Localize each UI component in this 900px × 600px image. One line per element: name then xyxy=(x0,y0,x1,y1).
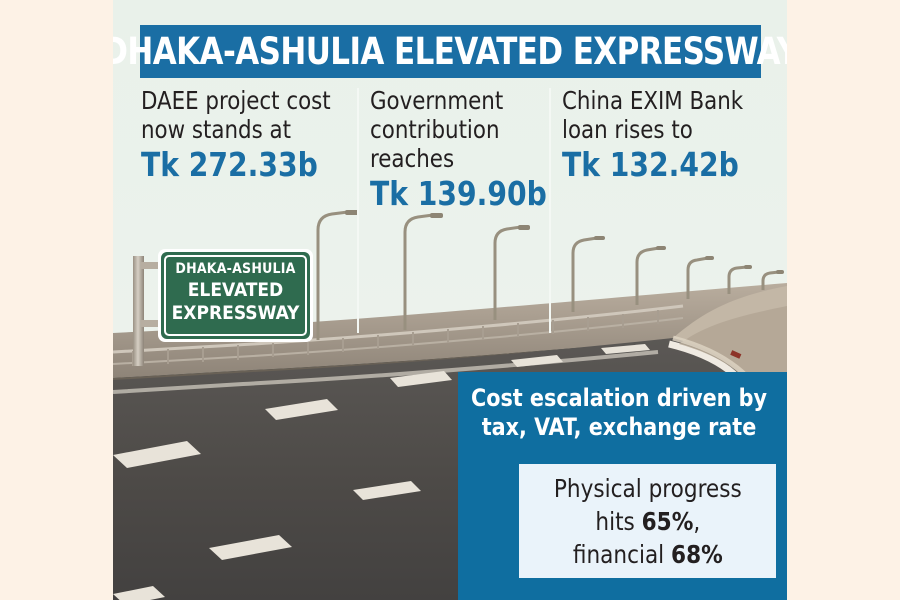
street-lights xyxy=(316,210,784,340)
progress-line-2-prefix: hits xyxy=(595,506,642,536)
stat-value-project-cost: Tk 272.33b xyxy=(141,145,318,184)
stat-value-exim-loan: Tk 132.42b xyxy=(562,145,739,184)
progress-box: Physical progress hits 65%, financial 68… xyxy=(519,464,776,578)
stat-label-exim-loan: China EXIM Bank loan rises to xyxy=(562,86,744,144)
title-banner: DHAKA-ASHULIA ELEVATED EXPRESSWAY xyxy=(113,25,787,78)
progress-text: Physical progress hits 65%, financial 68… xyxy=(554,472,742,571)
stat-column-exim-loan: China EXIM Bank loan rises to Tk 132.42b xyxy=(562,86,772,184)
physical-progress-percent: 65% xyxy=(641,506,694,536)
column-divider-1 xyxy=(357,88,359,333)
highway-sign xyxy=(158,249,313,342)
page-title: DHAKA-ASHULIA ELEVATED EXPRESSWAY xyxy=(113,30,787,73)
cost-escalation-text: Cost escalation driven by tax, VAT, exch… xyxy=(471,384,767,441)
financial-progress-percent: 68% xyxy=(670,539,723,569)
progress-line-3-prefix: financial xyxy=(572,539,671,569)
progress-line-2-suffix: , xyxy=(693,506,700,536)
stat-value-government-contribution: Tk 139.90b xyxy=(370,174,547,213)
lane-markings xyxy=(113,344,650,600)
expressway-illustration: DHAKA-ASHULIA ELEVATED EXPRESSWAY xyxy=(113,0,787,600)
stat-column-project-cost: DAEE project cost now stands at Tk 272.3… xyxy=(141,86,356,184)
stat-column-government-contribution: Government contribution reaches Tk 139.9… xyxy=(370,86,550,213)
stat-label-project-cost: DAEE project cost now stands at xyxy=(141,86,331,144)
sign-post xyxy=(133,256,163,366)
progress-line-1: Physical progress xyxy=(553,473,742,503)
sign-line-3: EXPRESSWAY xyxy=(171,302,300,324)
highway-sign-text: DHAKA-ASHULIA ELEVATED EXPRESSWAY xyxy=(165,262,306,323)
infographic-panel: DHAKA-ASHULIA ELEVATED EXPRESSWAY DHAKA-… xyxy=(113,0,787,600)
stat-label-government-contribution: Government contribution reaches xyxy=(370,86,504,173)
sign-line-1: DHAKA-ASHULIA xyxy=(175,261,296,277)
column-divider-2 xyxy=(549,88,551,333)
sign-line-2: ELEVATED xyxy=(187,279,284,301)
